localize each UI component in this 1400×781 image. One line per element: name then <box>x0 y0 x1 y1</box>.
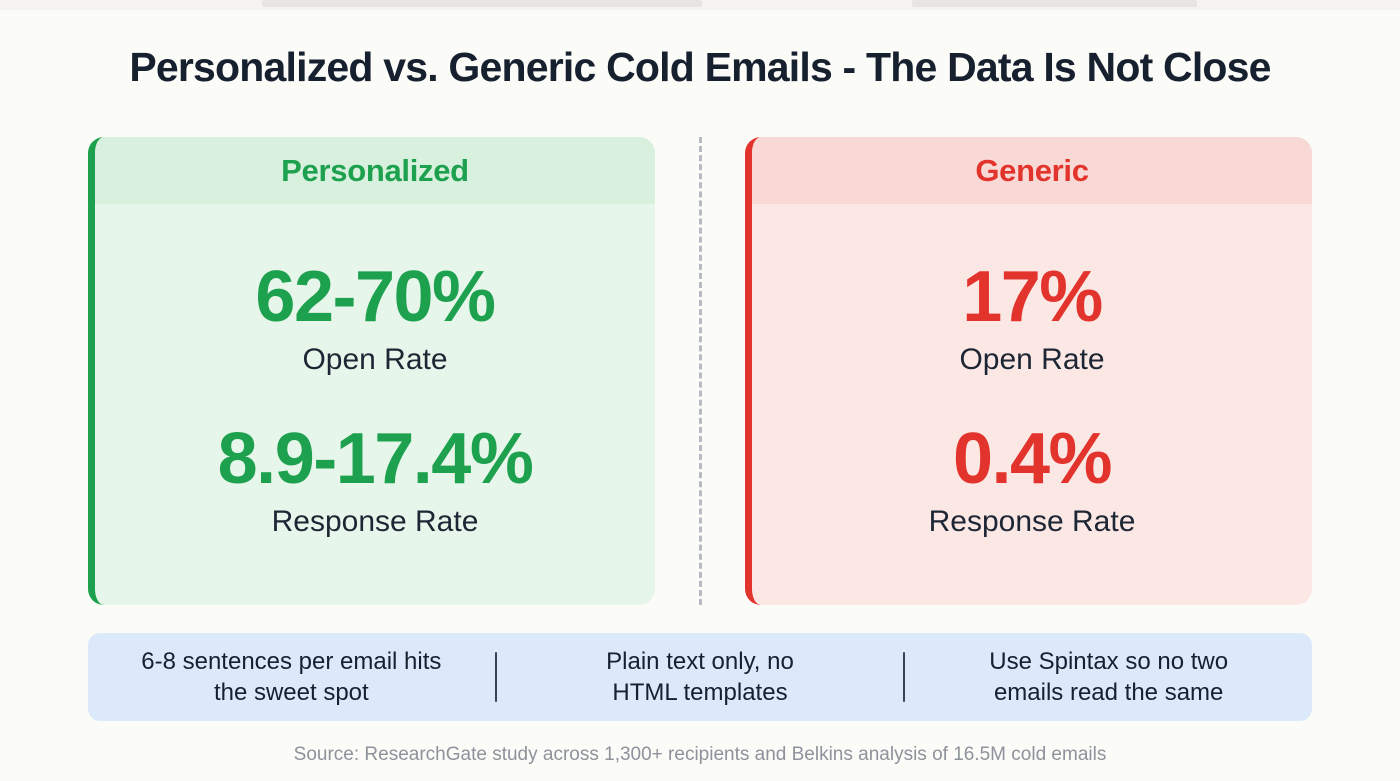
tip-spintax-text: Use Spintax so no two emails read the sa… <box>989 647 1229 706</box>
personalized-response-rate-stat: 8.9-17.4% Response Rate <box>217 418 534 539</box>
personalized-card-body: 62-70% Open Rate 8.9-17.4% Response Rate <box>95 204 655 605</box>
tip-divider <box>903 652 906 702</box>
generic-open-rate-stat: 17% Open Rate <box>959 261 1104 377</box>
tip-sentence-count: 6-8 sentences per email hits the sweet s… <box>88 646 495 708</box>
generic-open-rate-label: Open Rate <box>959 342 1105 376</box>
top-edge-segment <box>912 0 1197 7</box>
page-title: Personalized vs. Generic Cold Emails - T… <box>129 44 1271 90</box>
generic-response-rate-label: Response Rate <box>928 504 1136 538</box>
generic-card-label: Generic <box>975 152 1089 188</box>
personalized-open-rate-label: Open Rate <box>302 342 448 376</box>
tips-bar: 6-8 sentences per email hits the sweet s… <box>88 633 1312 721</box>
source-attribution: Source: ResearchGate study across 1,300+… <box>293 744 1107 765</box>
generic-response-rate-value: 0.4% <box>952 418 1113 499</box>
tip-sentence-count-text: 6-8 sentences per email hits the sweet s… <box>141 647 442 706</box>
personalized-card-label: Personalized <box>281 152 469 188</box>
tip-spintax: Use Spintax so no two emails read the sa… <box>905 646 1312 708</box>
tip-divider <box>494 652 497 702</box>
generic-card-header: Generic <box>752 137 1312 204</box>
personalized-card: Personalized 62-70% Open Rate 8.9-17.4% … <box>88 137 655 605</box>
vertical-dashed-divider <box>699 137 702 605</box>
tip-plain-text: Plain text only, no HTML templates <box>497 646 904 708</box>
personalized-response-rate-value: 8.9-17.4% <box>217 418 534 499</box>
tip-plain-text-text: Plain text only, no HTML templates <box>606 647 794 706</box>
personalized-open-rate-value: 62-70% <box>255 256 496 337</box>
personalized-open-rate-stat: 62-70% Open Rate <box>255 256 496 377</box>
top-edge-segment <box>262 0 702 7</box>
generic-response-rate-stat: 0.4% Response Rate <box>929 423 1136 539</box>
top-edge-artifact <box>0 0 1400 10</box>
generic-card: Generic 17% Open Rate 0.4% Response Rate <box>745 137 1312 605</box>
personalized-response-rate-label: Response Rate <box>271 504 479 538</box>
generic-card-body: 17% Open Rate 0.4% Response Rate <box>752 204 1312 605</box>
generic-open-rate-value: 17% <box>962 256 1103 337</box>
personalized-card-header: Personalized <box>95 137 655 204</box>
